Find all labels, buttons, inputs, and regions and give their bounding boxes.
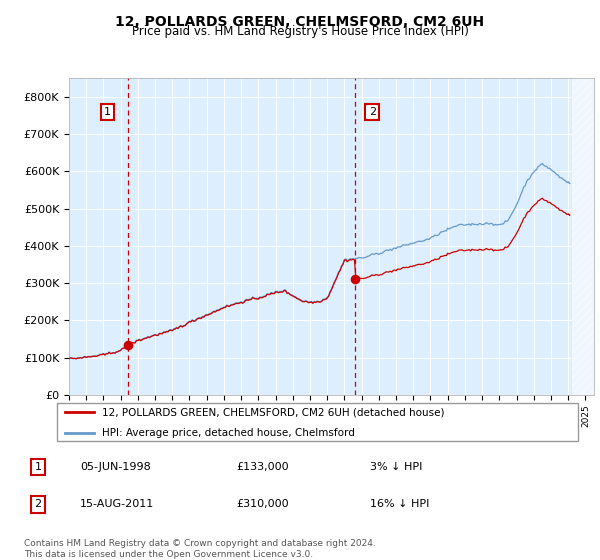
FancyBboxPatch shape (56, 403, 578, 441)
Bar (572, 78, 594, 395)
Text: 15-AUG-2011: 15-AUG-2011 (80, 500, 154, 510)
Text: Price paid vs. HM Land Registry's House Price Index (HPI): Price paid vs. HM Land Registry's House … (131, 25, 469, 38)
Text: HPI: Average price, detached house, Chelmsford: HPI: Average price, detached house, Chel… (101, 428, 355, 437)
Bar (572, 78, 594, 395)
Text: 2: 2 (369, 107, 376, 117)
Text: 12, POLLARDS GREEN, CHELMSFORD, CM2 6UH: 12, POLLARDS GREEN, CHELMSFORD, CM2 6UH (115, 15, 485, 29)
Point (350, 275, 360, 284)
Text: 1: 1 (104, 107, 111, 117)
Point (123, 341, 133, 350)
Text: 12, POLLARDS GREEN, CHELMSFORD, CM2 6UH (detached house): 12, POLLARDS GREEN, CHELMSFORD, CM2 6UH … (101, 407, 444, 417)
Text: 1: 1 (34, 462, 41, 472)
Text: 3% ↓ HPI: 3% ↓ HPI (370, 462, 422, 472)
Text: 16% ↓ HPI: 16% ↓ HPI (370, 500, 430, 510)
Text: 2: 2 (34, 500, 41, 510)
Text: Contains HM Land Registry data © Crown copyright and database right 2024.
This d: Contains HM Land Registry data © Crown c… (24, 539, 376, 559)
Text: 05-JUN-1998: 05-JUN-1998 (80, 462, 151, 472)
Text: £310,000: £310,000 (236, 500, 289, 510)
Text: £133,000: £133,000 (236, 462, 289, 472)
